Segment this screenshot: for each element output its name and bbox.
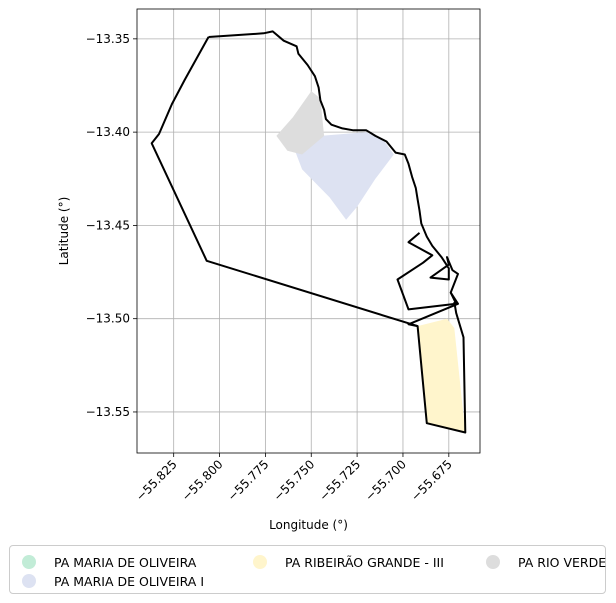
legend-label: PA RIO VERDE (518, 554, 607, 570)
legend-item: PA MARIA DE OLIVEIRA (22, 553, 196, 571)
x-tick-label: −55.675 (408, 457, 455, 504)
boundary-outlines (150, 30, 467, 434)
region-pa-rio-verde (276, 91, 325, 155)
x-tick-label: −55.800 (179, 457, 226, 504)
legend-item: PA MARIA DE OLIVEIRA I (22, 572, 204, 590)
plot-area-frame (136, 8, 481, 454)
legend-label: PA MARIA DE OLIVEIRA (54, 554, 197, 570)
legend: PA MARIA DE OLIVEIRA PA MARIA DE OLIVEIRA… (9, 545, 606, 594)
region-fills (276, 91, 466, 433)
legend-marker (253, 555, 267, 569)
x-tick-label: −55.725 (317, 457, 364, 504)
x-tick-label: −55.750 (271, 457, 318, 504)
y-tick-label: −13.55 (86, 405, 130, 419)
x-tick-label: −55.825 (133, 457, 180, 504)
x-axis-label: Longitude (°) (269, 518, 348, 532)
y-tick-label: −13.50 (86, 312, 130, 326)
legend-marker (22, 555, 36, 569)
x-tick-label: −55.775 (225, 457, 272, 504)
legend-label: PA MARIA DE OLIVEIRA I (54, 573, 205, 589)
legend-marker (22, 574, 36, 588)
legend-item: PA RIO VERDE (486, 553, 606, 571)
boundary-outline (150, 36, 418, 328)
boundary-outline (208, 30, 459, 311)
region-pa-ribeir-o-grande-iii (417, 318, 466, 433)
legend-marker (486, 555, 500, 569)
x-tick-label: −55.700 (362, 457, 409, 504)
y-axis-label: Latitude (°) (57, 197, 71, 266)
legend-label: PA RIBEIRÃO GRANDE - III (285, 554, 444, 570)
boundary-outline (407, 292, 467, 434)
legend-item: PA RIBEIRÃO GRANDE - III (253, 553, 444, 571)
region-pa-maria-de-oliveira-i (292, 132, 394, 220)
y-tick-label: −13.45 (86, 218, 130, 232)
y-tick-label: −13.35 (86, 32, 130, 46)
y-tick-label: −13.40 (86, 125, 130, 139)
axis-ticks: −55.825 −55.800 −55.775 −55.750 −55.725 −55.7… (86, 32, 455, 504)
